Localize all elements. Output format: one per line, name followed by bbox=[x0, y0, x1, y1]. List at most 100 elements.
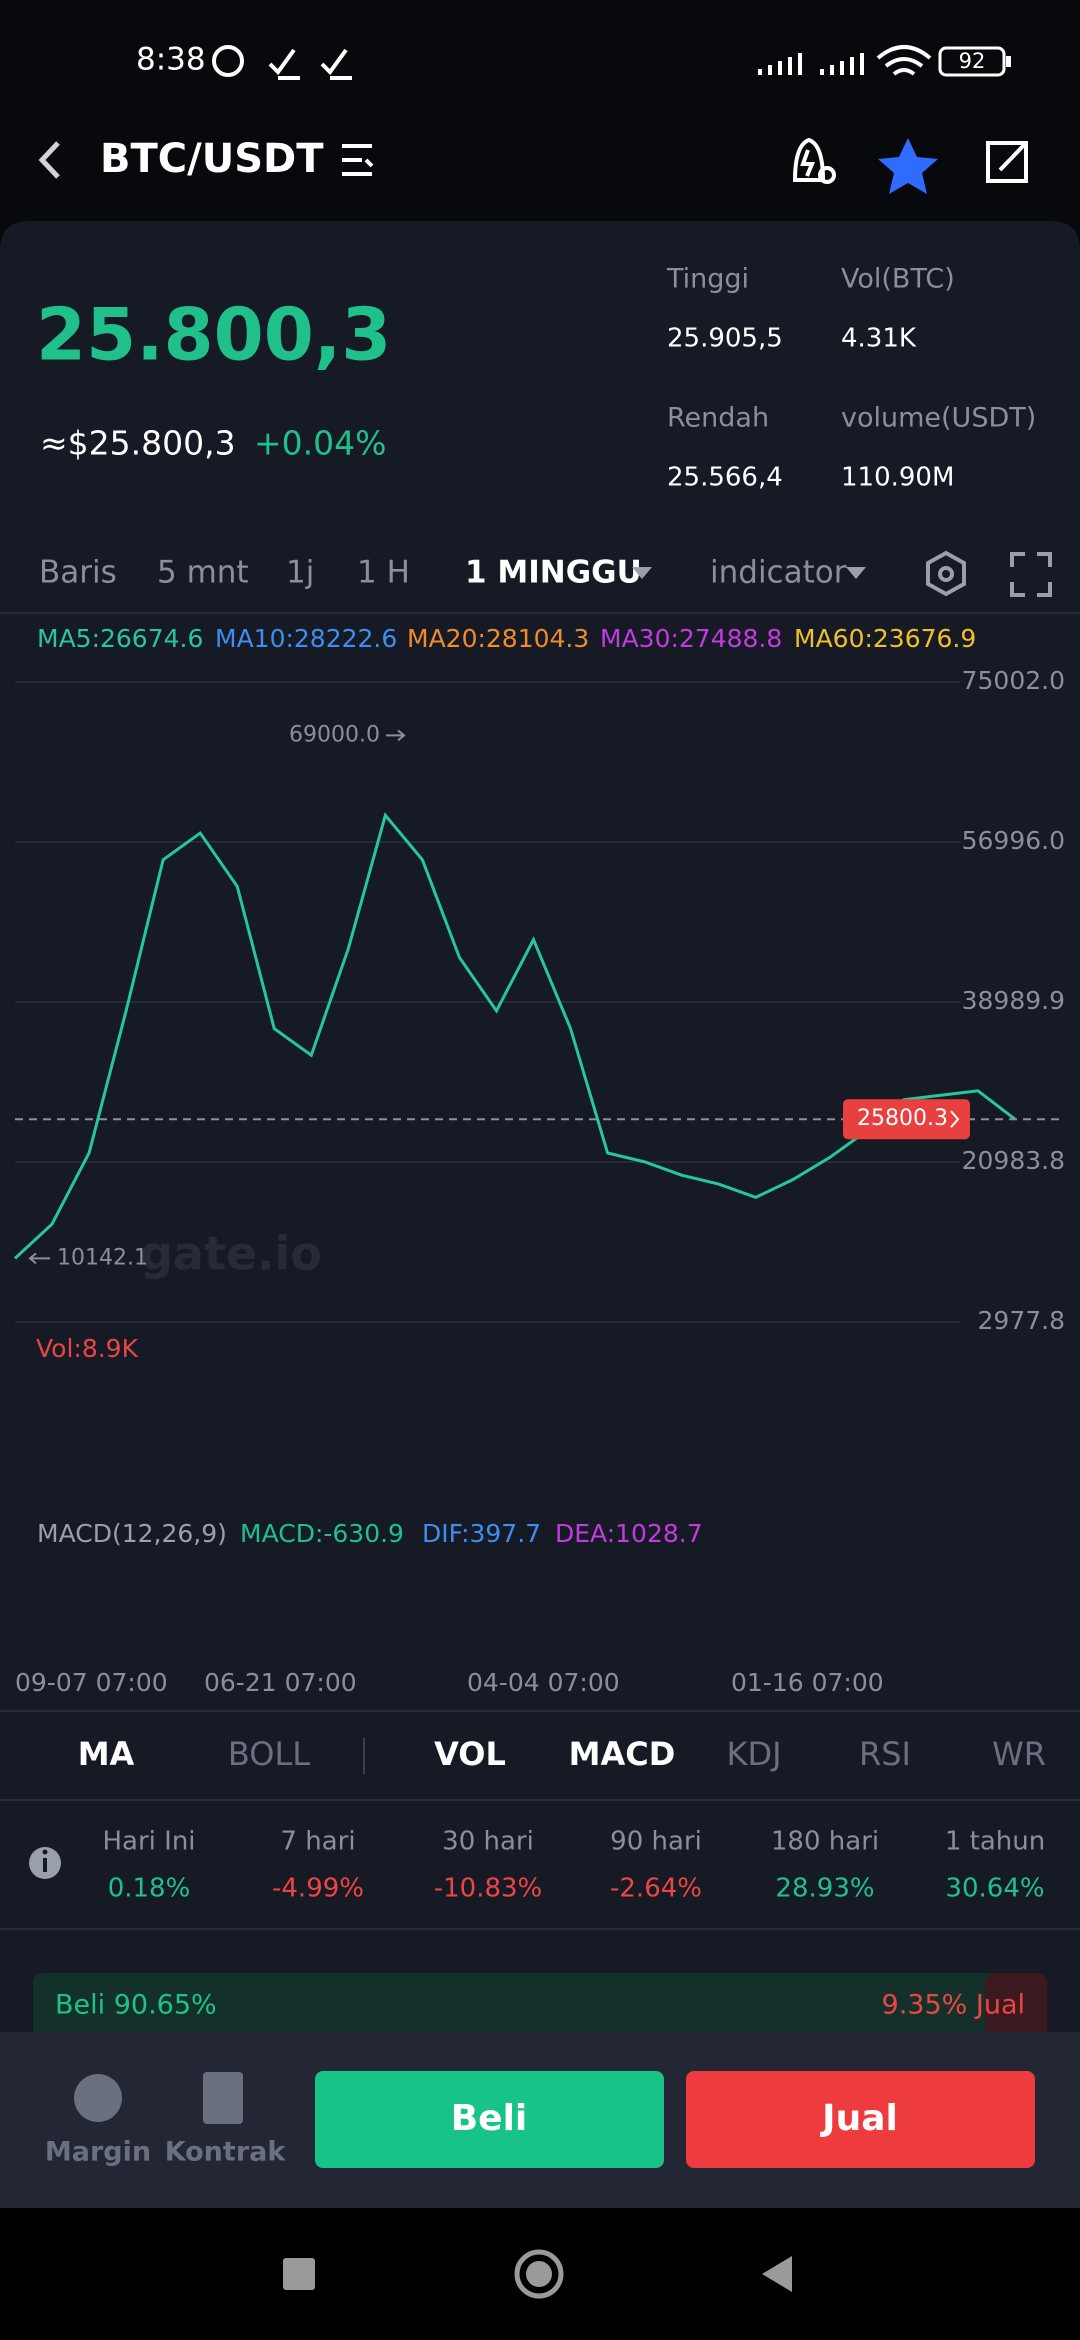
period-label: 1 tahun bbox=[945, 1827, 1045, 1857]
macd-label: DIF:397.7 bbox=[422, 1519, 541, 1548]
indicator-tabs: MA BOLL VOL MACD KDJ RSI WR bbox=[78, 1735, 1046, 1773]
stat-label: volume(USDT) bbox=[841, 403, 1036, 434]
high-marker: 69000.0 bbox=[289, 722, 380, 747]
usd-price: ≈$25.800,3 bbox=[40, 424, 236, 463]
interval-tab[interactable]: 5 mnt bbox=[157, 555, 249, 591]
ratio-bar-buy bbox=[33, 1973, 1047, 2043]
y-tick-label: 75002.0 bbox=[962, 666, 1065, 695]
share-icon[interactable] bbox=[986, 141, 1028, 183]
x-tick-label: 09-07 07:00 bbox=[15, 1668, 168, 1697]
volume-label: Vol:8.9K bbox=[36, 1334, 139, 1363]
macd-label: MACD:-630.9 bbox=[240, 1519, 404, 1548]
ratio-buy: Beli 90.65% bbox=[55, 1990, 217, 2021]
info-icon-dot bbox=[42, 1849, 48, 1855]
price-line bbox=[13, 812, 1016, 1260]
ma-label: MA20:28104.3 bbox=[407, 624, 589, 653]
margin-label[interactable]: Margin bbox=[45, 2137, 151, 2168]
ticker-stats: Tinggi 25.905,5 Vol(BTC) 4.31K Rendah 25.566,… bbox=[666, 264, 1036, 493]
settings-icon-center bbox=[938, 566, 954, 582]
pair-title[interactable]: BTC/USDT bbox=[100, 136, 324, 182]
ma-label: MA5:26674.6 bbox=[37, 624, 203, 653]
period-change: 28.93% bbox=[775, 1874, 874, 1904]
last-price-label: 25800.3 bbox=[857, 1106, 948, 1131]
battery bbox=[938, 46, 1006, 77]
y-tick-label: 20983.8 bbox=[962, 1146, 1065, 1175]
interval-tabs: Baris 5 mnt 1j 1 H 1 MINGGU indicator bbox=[39, 555, 847, 591]
period-change: 0.18% bbox=[108, 1874, 191, 1904]
margin-icon[interactable] bbox=[74, 2074, 122, 2122]
interval-tab[interactable]: indicator bbox=[710, 555, 847, 591]
nav-home[interactable] bbox=[514, 2249, 564, 2299]
low-marker: 10142.1 bbox=[57, 1245, 148, 1270]
y-tick-label: 38989.9 bbox=[962, 986, 1065, 1015]
period-change: 30.64% bbox=[945, 1874, 1044, 1904]
contract-label[interactable]: Kontrak bbox=[165, 2137, 287, 2168]
status-time: 8:38 bbox=[136, 42, 206, 78]
interval-tab[interactable]: Baris bbox=[39, 555, 117, 591]
period-label: 30 hari bbox=[442, 1827, 534, 1857]
performance: Hari Ini 0.18% 7 hari -4.99% 30 hari -10.83% 9… bbox=[102, 1827, 1045, 1904]
stat-label: Tinggi bbox=[666, 264, 749, 295]
buy-button[interactable] bbox=[315, 2071, 664, 2168]
status-icons bbox=[212, 45, 932, 80]
ma-label: MA10:28222.6 bbox=[215, 624, 397, 653]
battery-level: 92 bbox=[959, 49, 986, 73]
stat-value: 110.90M bbox=[841, 463, 954, 493]
sell-button[interactable] bbox=[686, 2071, 1035, 2168]
macd-label: DEA:1028.7 bbox=[555, 1519, 703, 1548]
ratio-sell: 9.35% Jual bbox=[882, 1990, 1025, 2021]
interval-tab[interactable]: 1j bbox=[286, 555, 314, 591]
back-button[interactable] bbox=[38, 141, 60, 179]
stat-label: Rendah bbox=[667, 403, 769, 434]
stat-label: Vol(BTC) bbox=[841, 264, 955, 295]
stat-value: 4.31K bbox=[841, 324, 917, 354]
y-tick-label: 56996.0 bbox=[962, 826, 1065, 855]
nav-home-dot bbox=[526, 2261, 552, 2287]
contract-icon[interactable] bbox=[203, 2072, 243, 2124]
battery-tip bbox=[1006, 56, 1011, 67]
buy-button-label[interactable]: Beli bbox=[451, 2098, 528, 2139]
price-change: +0.04% bbox=[254, 424, 386, 463]
pair-menu[interactable] bbox=[342, 144, 374, 176]
period-label: 180 hari bbox=[771, 1827, 879, 1857]
indicator-tab[interactable]: RSI bbox=[859, 1735, 911, 1773]
period-label: 90 hari bbox=[610, 1827, 702, 1857]
watermark: gate.io bbox=[140, 1227, 322, 1281]
alert-icon[interactable] bbox=[792, 137, 836, 184]
indicator-tab[interactable]: KDJ bbox=[726, 1735, 781, 1773]
macd-label: MACD(12,26,9) bbox=[37, 1519, 227, 1548]
kline-chart: MA5:26674.6 MA10:28222.6 MA20:28104.3 MA30:… bbox=[13, 624, 1065, 1697]
period-change: -2.64% bbox=[610, 1874, 702, 1904]
indicator-tab[interactable]: MACD bbox=[569, 1735, 676, 1773]
x-tick-label: 04-04 07:00 bbox=[467, 1668, 620, 1697]
interval-tab[interactable]: 1 MINGGU bbox=[465, 555, 642, 591]
last-price-tag bbox=[843, 1099, 970, 1140]
indicator-tab[interactable]: WR bbox=[992, 1735, 1046, 1773]
period-change: -4.99% bbox=[272, 1874, 364, 1904]
period-label: Hari Ini bbox=[102, 1827, 195, 1857]
nav-recent[interactable] bbox=[283, 2258, 315, 2290]
x-tick-label: 01-16 07:00 bbox=[731, 1668, 884, 1697]
indicator-tab[interactable]: VOL bbox=[434, 1735, 506, 1773]
nav-back[interactable] bbox=[762, 2256, 792, 2292]
interval-tab[interactable]: 1 H bbox=[357, 555, 410, 591]
fullscreen-icon[interactable] bbox=[1010, 552, 1052, 597]
content-panel bbox=[0, 221, 1080, 2032]
last-price-chevron bbox=[950, 1110, 960, 1128]
period-label: 7 hari bbox=[280, 1827, 355, 1857]
favorite-star[interactable] bbox=[878, 138, 938, 194]
low-marker-arrow bbox=[28, 1252, 50, 1265]
ratio-bar-sell bbox=[985, 1973, 1047, 2043]
sell-button-label[interactable]: Jual bbox=[819, 2098, 898, 2139]
ma-label: MA60:23676.9 bbox=[794, 624, 976, 653]
ma-label: MA30:27488.8 bbox=[600, 624, 782, 653]
indicator-tab[interactable]: BOLL bbox=[228, 1735, 310, 1773]
settings-icon[interactable] bbox=[926, 550, 966, 597]
indicator-tab[interactable]: MA bbox=[78, 1735, 135, 1773]
x-tick-label: 06-21 07:00 bbox=[204, 1668, 357, 1697]
last-price: 25.800,3 bbox=[36, 293, 391, 377]
period-change: -10.83% bbox=[434, 1874, 543, 1904]
